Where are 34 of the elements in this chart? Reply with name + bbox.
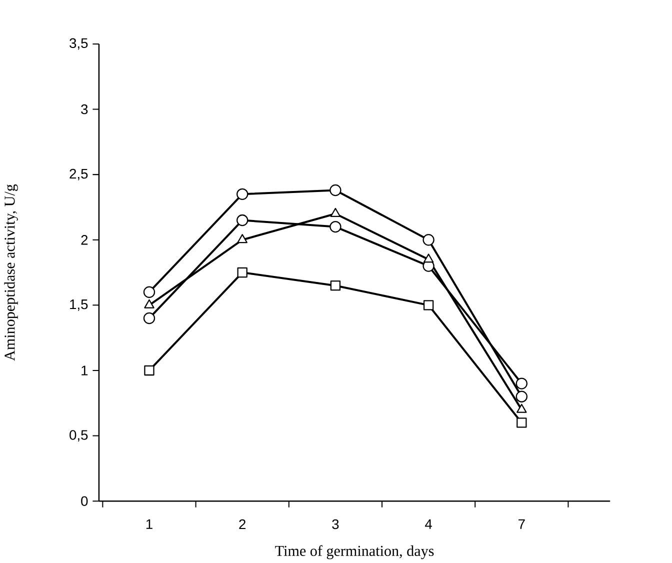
- point: [144, 365, 154, 376]
- point: [143, 312, 156, 324]
- point: [423, 300, 434, 310]
- point: [516, 390, 528, 402]
- point: [330, 208, 341, 217]
- y-tick-label: 3,5: [70, 38, 88, 50]
- y-tick-label: 3: [81, 104, 88, 114]
- y-tick-label: 2,5: [70, 168, 88, 180]
- x-axis-title: Time of germination, days: [275, 545, 434, 559]
- y-tick-label: 0: [81, 496, 88, 506]
- point: [143, 286, 156, 298]
- y-tick-label: 2: [81, 234, 88, 245]
- point: [330, 280, 341, 291]
- point: [516, 404, 527, 413]
- point: [422, 234, 434, 246]
- x-tick-label: 1: [146, 519, 152, 529]
- point: [330, 184, 342, 196]
- point: [237, 267, 248, 278]
- point: [236, 188, 248, 200]
- point: [423, 253, 434, 263]
- x-tick-label: 7: [518, 519, 525, 529]
- point: [144, 299, 154, 308]
- point: [330, 220, 342, 232]
- point: [516, 378, 528, 390]
- x-tick-label: 2: [239, 519, 246, 529]
- y-tick-label: 1,5: [70, 299, 88, 311]
- x-tick-label: 4: [425, 519, 432, 529]
- y-tick-label: 1: [82, 366, 88, 376]
- point: [516, 417, 527, 428]
- x-tick-label: 3: [332, 519, 339, 529]
- y-tick-label: 0,5: [70, 430, 88, 442]
- point: [236, 214, 248, 226]
- y-axis-title: Aminopeptidase activity, U/g: [4, 184, 18, 361]
- point: [237, 234, 248, 243]
